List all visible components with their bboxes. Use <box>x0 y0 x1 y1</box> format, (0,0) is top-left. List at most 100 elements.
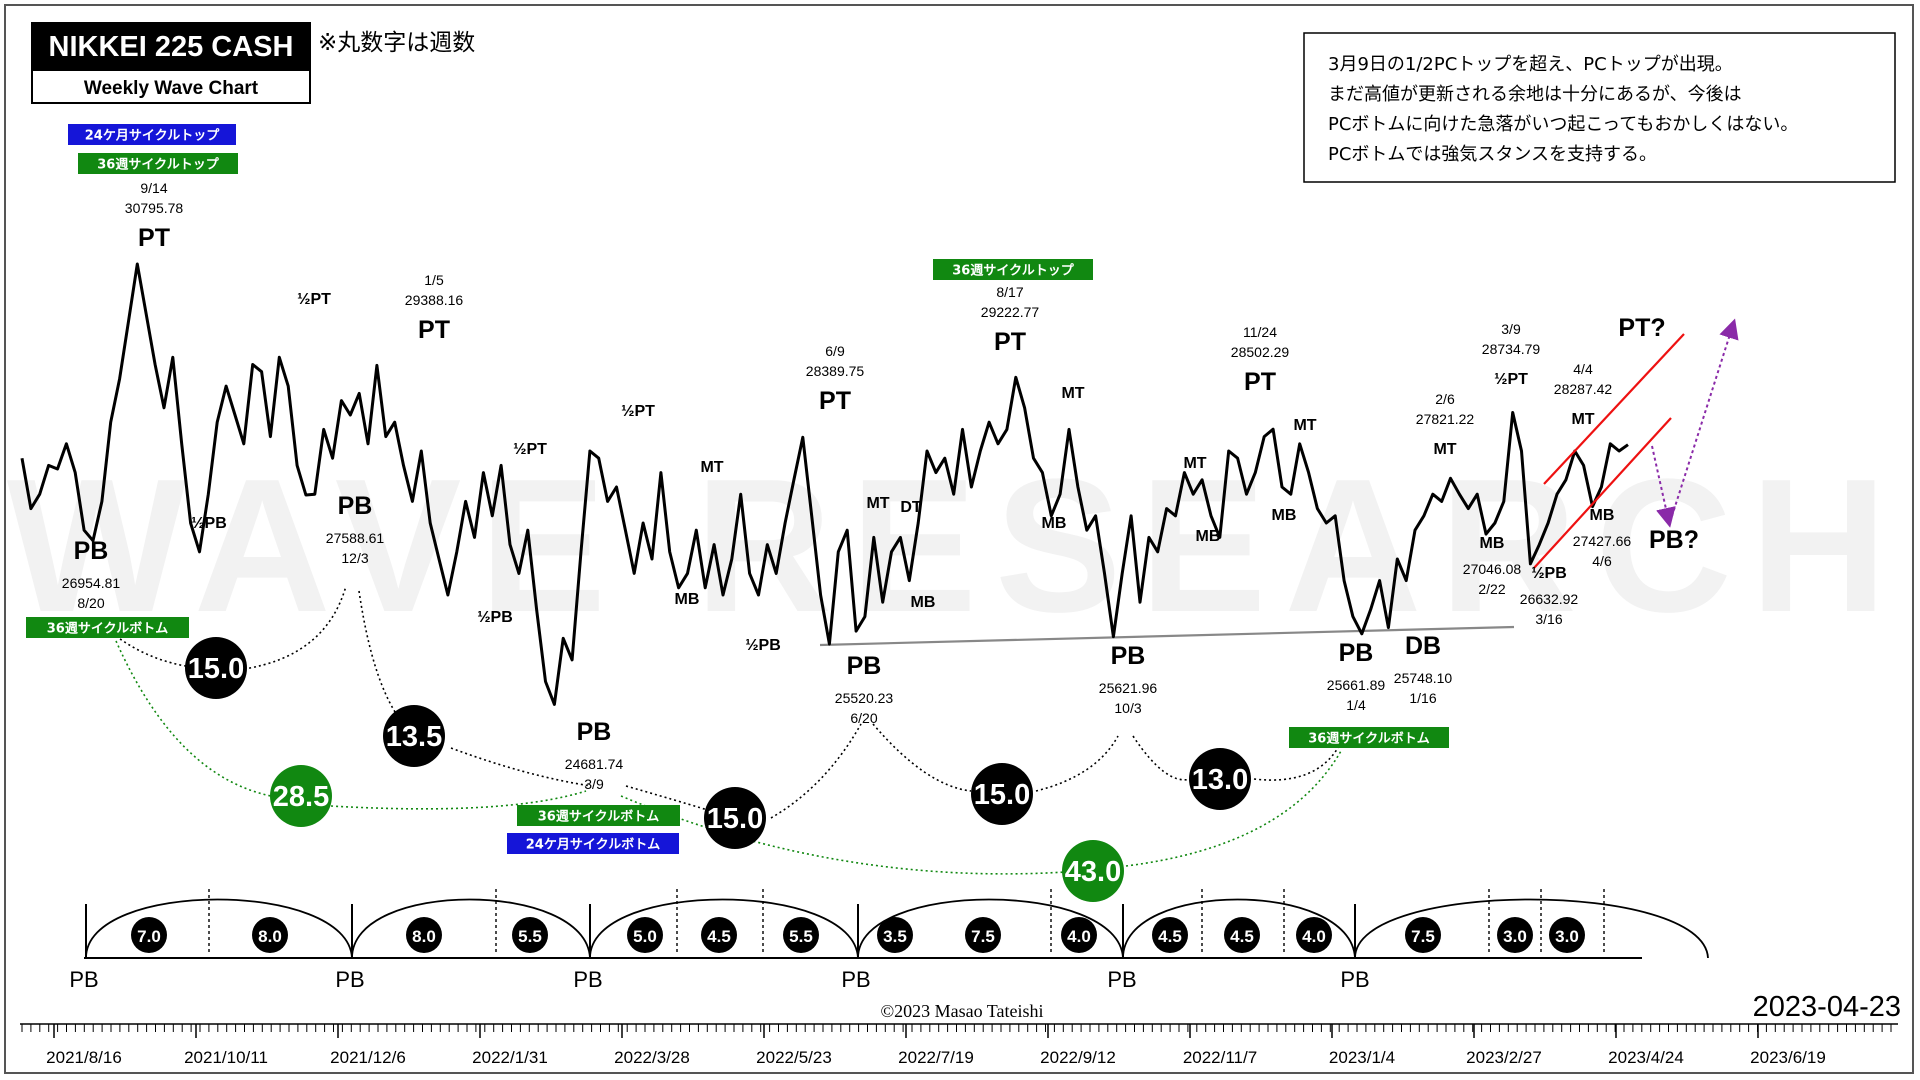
week-count-value: 15.0 <box>974 779 1030 811</box>
pivot-label: PB <box>577 718 612 746</box>
pivot-label: PB <box>1111 642 1146 670</box>
cycle-tag: 36週サイクルボトム <box>1289 727 1449 748</box>
x-tick-label: 2023/1/4 <box>1329 1048 1395 1067</box>
cycle-tag-text: 24ケ月サイクルボトム <box>526 837 660 853</box>
commentary-line: PCボトムでは強気スタンスを支持する。 <box>1328 144 1657 165</box>
commentary-line: まだ高値が更新される余地は十分にあるが、今後は <box>1328 84 1742 105</box>
bottom-pb-label: PB <box>1107 967 1136 992</box>
pivot-label: ½PB <box>191 515 227 532</box>
pivot-label: MT <box>1061 385 1084 402</box>
pivot-date: 1/4 <box>1346 697 1366 713</box>
pivot-label: ½PT <box>621 403 655 420</box>
projection-down-arrow <box>1651 445 1676 528</box>
pivot-date: 8/20 <box>77 595 104 611</box>
cycle-tag-text: 36週サイクルトップ <box>97 158 219 173</box>
x-tick-label: 2023/6/19 <box>1750 1048 1826 1067</box>
pivot-label: ½PB <box>745 637 781 654</box>
pivot-value: 25748.10 <box>1394 670 1453 686</box>
pivot-label: MB <box>675 591 700 608</box>
bottom-week-count: 8.0 <box>252 917 288 953</box>
pivot-label: MB <box>1480 535 1505 552</box>
bottom-week-count: 4.5 <box>1224 917 1260 953</box>
bottom-week-count: 4.5 <box>701 917 737 953</box>
cycle-tag-text: 36週サイクルボトム <box>1308 731 1429 747</box>
chart-subtitle: Weekly Wave Chart <box>84 78 259 99</box>
pivot-value: 29222.77 <box>981 304 1040 320</box>
pivot-value: 28734.79 <box>1482 341 1541 357</box>
pivot-date: 4/6 <box>1592 553 1612 569</box>
commentary-box: 3月9日の1/2PCトップを超え、PCトップが出現。 まだ高値が更新される余地は… <box>1303 32 1896 183</box>
bottom-week-count-value: 7.5 <box>1411 927 1435 946</box>
pivot-label: PB <box>338 492 373 520</box>
pivot-label: MB <box>1042 515 1067 532</box>
watermark: WAVE RESEARCH <box>7 440 1905 652</box>
pivot-label: MB <box>911 594 936 611</box>
x-axis: 2021/8/16 2021/10/11 2021/12/6 2022/1/31 202… <box>20 1023 1898 1067</box>
pivot-label: ½PB <box>477 609 513 626</box>
pivot-date: 2/22 <box>1478 581 1505 597</box>
pivot-label: PT <box>819 387 851 415</box>
cycle-tag: 36週サイクルボトム <box>26 617 189 638</box>
pivot-value: 27588.61 <box>326 530 385 546</box>
pivot-value: 30795.78 <box>125 200 184 216</box>
channel-upper <box>1543 333 1685 485</box>
week-count-circle: 13.0 <box>1189 748 1251 810</box>
pivot-date: 1/16 <box>1409 690 1436 706</box>
cycle-tag: 36週サイクルトップ <box>78 153 238 174</box>
date-stamp: 2023-04-23 <box>1753 991 1901 1023</box>
pivot-label: MB <box>1590 507 1615 524</box>
bottom-pb-label: PB <box>69 967 98 992</box>
chart-title: NIKKEI 225 CASH <box>49 31 294 63</box>
bottom-week-count: 3.0 <box>1497 917 1533 953</box>
week-count-note: ※丸数字は週数 <box>318 30 475 56</box>
x-tick-label: 2023/4/24 <box>1608 1048 1684 1067</box>
pivot-value: 27427.66 <box>1573 533 1632 549</box>
cycle-tag-text: 36週サイクルボトム <box>538 809 659 825</box>
pivot-value: 26954.81 <box>62 575 121 591</box>
bottom-week-count-value: 5.5 <box>518 927 542 946</box>
pivot-label: PB <box>847 652 882 680</box>
week-count-circle: 13.5 <box>383 705 445 767</box>
week-count-value: 15.0 <box>188 653 244 685</box>
pivot-value: 25520.23 <box>835 690 894 706</box>
bottom-week-count: 7.5 <box>1405 917 1441 953</box>
week-count-value: 43.0 <box>1065 856 1121 888</box>
cycle-tag-text: 36週サイクルトップ <box>952 264 1074 279</box>
pivot-value: 25661.89 <box>1327 677 1386 693</box>
bottom-week-count: 5.5 <box>512 917 548 953</box>
commentary-line: 3月9日の1/2PCトップを超え、PCトップが出現。 <box>1328 54 1733 75</box>
bottom-week-count: 4.0 <box>1296 917 1332 953</box>
pivot-label: ½PB <box>1531 565 1567 582</box>
pivot-label: MT <box>1293 417 1316 434</box>
title-box: NIKKEI 225 CASH Weekly Wave Chart <box>31 22 311 104</box>
pivot-value: 27046.08 <box>1463 561 1522 577</box>
pivot-label: MT <box>1183 455 1206 472</box>
bottom-week-count-value: 3.5 <box>883 927 907 946</box>
bottom-week-count-value: 4.5 <box>707 927 731 946</box>
pivot-date: 9/14 <box>140 180 167 196</box>
bottom-week-count-value: 7.0 <box>137 927 161 946</box>
bottom-week-count: 3.0 <box>1549 917 1585 953</box>
bottom-week-count: 7.5 <box>965 917 1001 953</box>
pivot-label: MT <box>700 459 723 476</box>
bottom-pb-label: PB <box>335 967 364 992</box>
pivot-label: DT <box>900 499 922 516</box>
support-line <box>819 625 1515 647</box>
pivot-label: PT? <box>1618 314 1665 342</box>
week-count-value: 15.0 <box>707 803 763 835</box>
pivot-label: PT <box>1244 368 1276 396</box>
pivot-value: 29388.16 <box>405 292 464 308</box>
cycle-tag-text: 24ケ月サイクルトップ <box>85 129 220 144</box>
pivot-label: MB <box>1272 507 1297 524</box>
pivot-date: 3/9 <box>1501 321 1521 337</box>
pivot-label: MB <box>1196 528 1221 545</box>
week-count-circle: 15.0 <box>971 763 1033 825</box>
pivot-date: 4/4 <box>1573 361 1593 377</box>
x-tick-label: 2021/8/16 <box>46 1048 122 1067</box>
bottom-week-count-value: 4.5 <box>1158 927 1182 946</box>
x-tick-label: 2022/9/12 <box>1040 1048 1116 1067</box>
pivot-date: 8/17 <box>996 284 1023 300</box>
pivot-date: 6/9 <box>825 343 845 359</box>
pivot-value: 27821.22 <box>1416 411 1475 427</box>
pivot-value: 28389.75 <box>806 363 865 379</box>
